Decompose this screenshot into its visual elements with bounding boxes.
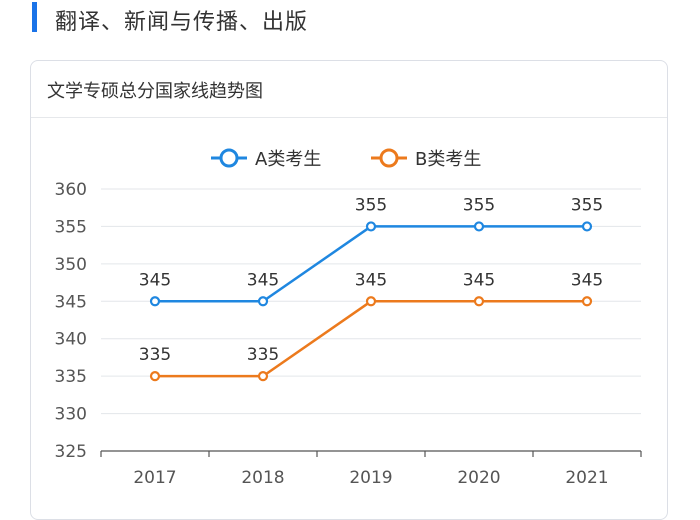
y-tick-label: 330 <box>55 405 87 425</box>
x-tick-label: 2021 <box>565 468 608 488</box>
data-point <box>581 296 593 307</box>
legend-label-b: B类考生 <box>415 149 481 170</box>
data-label: 355 <box>463 195 495 215</box>
section-title: 翻译、新闻与传播、出版 <box>55 10 309 35</box>
card-header: 文学专硕总分国家线趋势图 <box>31 61 667 118</box>
legend-marker-a <box>219 148 239 168</box>
y-tick-label: 350 <box>55 255 87 275</box>
data-point <box>149 371 161 382</box>
data-label: 345 <box>355 270 387 290</box>
legend-label-a: A类考生 <box>255 149 321 170</box>
y-tick-label: 335 <box>55 367 87 387</box>
x-tick-label: 2019 <box>349 468 392 488</box>
legend-marker-b <box>379 148 399 168</box>
data-point <box>365 296 377 307</box>
data-label: 355 <box>355 195 387 215</box>
y-tick-label: 355 <box>55 217 87 237</box>
data-label: 345 <box>139 270 171 290</box>
data-point <box>365 221 377 232</box>
y-tick-label: 340 <box>55 330 87 350</box>
data-point <box>473 296 485 307</box>
data-point <box>581 221 593 232</box>
data-label: 345 <box>571 270 603 290</box>
chart-title: 文学专硕总分国家线趋势图 <box>47 81 263 102</box>
data-label: 345 <box>247 270 279 290</box>
y-tick-label: 360 <box>55 180 87 200</box>
x-tick-label: 2018 <box>241 468 284 488</box>
line-chart: 325 330 335 340 345 350 355 360 2017 2018 2019 2020… <box>55 148 642 488</box>
chart-card: 文学专硕总分国家线趋势图 325 330 335 340 345 350 355 360 201… <box>30 60 668 520</box>
data-point <box>473 221 485 232</box>
data-label: 335 <box>247 345 279 365</box>
data-label: 355 <box>571 195 603 215</box>
y-tick-label: 345 <box>55 292 87 312</box>
section-header: 翻译、新闻与传播、出版 <box>0 0 700 40</box>
x-tick-label: 2017 <box>133 468 176 488</box>
data-label: 345 <box>463 270 495 290</box>
data-label: 335 <box>139 345 171 365</box>
data-point <box>257 296 269 307</box>
data-point <box>149 296 161 307</box>
y-tick-label: 325 <box>55 442 87 462</box>
data-point <box>257 371 269 382</box>
x-tick-label: 2020 <box>457 468 500 488</box>
section-accent-bar <box>32 2 37 32</box>
